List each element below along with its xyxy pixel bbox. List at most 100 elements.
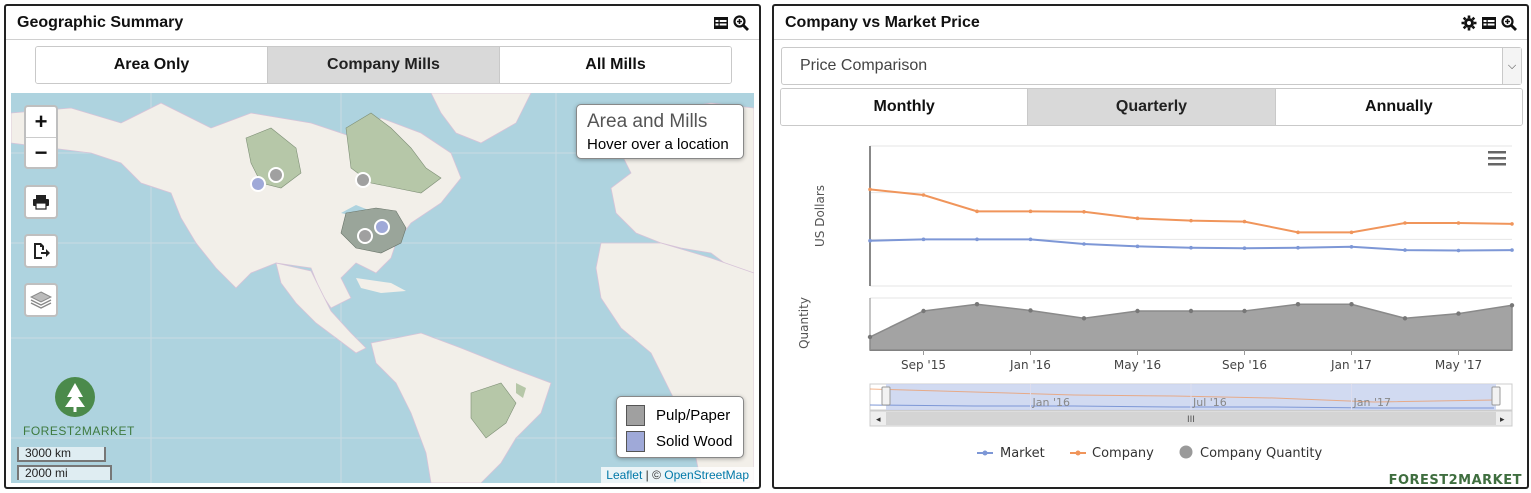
tab-monthly[interactable]: Monthly bbox=[781, 89, 1029, 125]
scroll-grip-icon: III bbox=[1187, 415, 1195, 425]
company-point bbox=[1349, 230, 1354, 235]
south-america bbox=[370, 332, 552, 483]
quantity-point bbox=[1081, 316, 1087, 321]
company-point bbox=[1028, 209, 1033, 214]
quantity-point bbox=[974, 302, 980, 307]
company-point bbox=[1189, 218, 1193, 223]
company-line bbox=[869, 188, 1513, 234]
navigator-handle-left[interactable] bbox=[881, 386, 891, 406]
navigator-label: Jul '16 bbox=[1192, 396, 1227, 409]
map-legend: Pulp/Paper Solid Wood bbox=[616, 396, 744, 458]
header-icons bbox=[713, 14, 749, 31]
legend-label-company: Company bbox=[1092, 446, 1154, 461]
tab-area-only[interactable]: Area Only bbox=[36, 47, 268, 83]
map-view[interactable]: + − Area and Mills Hover over a location bbox=[11, 93, 754, 483]
period-tab-group: Monthly Quarterly Annually bbox=[780, 88, 1523, 126]
company-point bbox=[1510, 222, 1514, 226]
gridlines bbox=[870, 145, 1512, 299]
print-button[interactable] bbox=[26, 187, 56, 217]
market-point bbox=[1296, 245, 1300, 250]
chart-type-select[interactable]: Price Comparison ⌵ bbox=[781, 47, 1522, 85]
geographic-summary-panel: Geographic Summary Area Only Company Mil… bbox=[4, 4, 761, 489]
export-control bbox=[24, 234, 58, 268]
x-tick-label: May '17 bbox=[1435, 358, 1482, 372]
quantity-point bbox=[1028, 308, 1033, 313]
market-point bbox=[1242, 246, 1247, 250]
company-point bbox=[921, 193, 926, 197]
gear-icon[interactable] bbox=[1461, 15, 1477, 31]
panel-title: Company vs Market Price bbox=[785, 13, 980, 31]
market-point bbox=[921, 237, 926, 242]
market-point bbox=[1189, 245, 1193, 250]
legend-item: Solid Wood bbox=[626, 428, 734, 454]
company-point bbox=[1403, 221, 1407, 225]
company-point bbox=[1242, 219, 1247, 224]
info-subtitle: Hover over a location bbox=[587, 136, 729, 153]
zoom-in-button[interactable]: + bbox=[34, 109, 48, 134]
range-navigator[interactable]: Jan '16 Jul '16 Jan '17 ◂ ▸ III bbox=[869, 383, 1513, 427]
mill-marker-solid-wood[interactable] bbox=[374, 219, 390, 235]
zoom-out-button[interactable]: − bbox=[26, 137, 56, 167]
layers-control bbox=[24, 283, 58, 317]
layers-icon bbox=[30, 291, 52, 309]
legend-label-company-quantity: Company Quantity bbox=[1200, 446, 1322, 461]
mill-marker-pulp[interactable] bbox=[357, 228, 373, 244]
scrollbar-thumb[interactable] bbox=[886, 412, 1496, 425]
export-icon bbox=[34, 243, 50, 259]
market-point bbox=[1028, 237, 1033, 242]
table-icon[interactable] bbox=[713, 15, 729, 31]
zoom-icon[interactable] bbox=[1501, 14, 1517, 31]
zoom-icon[interactable] bbox=[733, 14, 749, 31]
legend-swatch-pulp bbox=[626, 404, 645, 426]
area-info-box: Area and Mills Hover over a location bbox=[576, 104, 744, 159]
zoom-control: + − bbox=[24, 105, 58, 169]
scroll-left-icon[interactable]: ◂ bbox=[876, 415, 881, 425]
x-tick-label: May '16 bbox=[1114, 358, 1161, 372]
legend-item-market[interactable]: Market bbox=[977, 446, 1045, 461]
tab-all-mills[interactable]: All Mills bbox=[500, 47, 731, 83]
legend-swatch-solid-wood bbox=[626, 430, 645, 452]
print-control bbox=[24, 185, 58, 219]
leaflet-link[interactable]: Leaflet bbox=[606, 468, 643, 482]
select-value: Price Comparison bbox=[800, 57, 928, 74]
legend-label: Solid Wood bbox=[656, 432, 733, 450]
quantity-point bbox=[1509, 303, 1515, 308]
tab-quarterly[interactable]: Quarterly bbox=[1028, 89, 1276, 125]
company-point bbox=[1135, 216, 1140, 221]
market-point bbox=[1082, 242, 1086, 246]
navigator-handle-right[interactable] bbox=[1491, 386, 1501, 406]
x-tick-label: Sep '15 bbox=[901, 358, 946, 372]
layers-button[interactable] bbox=[26, 285, 56, 315]
company-point bbox=[1296, 230, 1300, 235]
table-icon[interactable] bbox=[1481, 15, 1497, 31]
chart-legend: Market Company Company Quantity bbox=[977, 445, 1323, 462]
geo-tab-group: Area Only Company Mills All Mills bbox=[35, 46, 732, 84]
price-lines-layer bbox=[868, 187, 1514, 253]
navigator-company-line bbox=[869, 388, 1495, 403]
brand-watermark: FOREST2MARKET bbox=[1389, 473, 1522, 487]
legend-label: Pulp/Paper bbox=[656, 406, 731, 424]
legend-item-company-quantity[interactable]: Company Quantity bbox=[1179, 445, 1323, 462]
brand-text: FOREST2MARKET bbox=[23, 424, 135, 438]
scale-metric: 3000 km bbox=[17, 447, 106, 462]
x-tick-label: Jan '16 bbox=[1009, 358, 1051, 372]
tab-company-mills[interactable]: Company Mills bbox=[268, 47, 500, 83]
y-axis-label-quantity: Quantity bbox=[797, 297, 811, 349]
north-america bbox=[11, 102, 462, 309]
market-point bbox=[1456, 248, 1461, 253]
panel-header: Company vs Market Price bbox=[774, 6, 1527, 40]
export-button[interactable] bbox=[26, 236, 56, 266]
scroll-right-icon[interactable]: ▸ bbox=[1500, 415, 1505, 425]
chart-menu-icon[interactable] bbox=[1488, 151, 1506, 166]
price-chart: US Dollars Quantity Sep '15 Jan '16 May '1… bbox=[797, 145, 1522, 487]
map-tiles bbox=[11, 93, 754, 483]
mill-marker-pulp[interactable] bbox=[268, 167, 284, 183]
print-icon bbox=[33, 195, 49, 210]
legend-item-company[interactable]: Company bbox=[1070, 446, 1154, 461]
market-point bbox=[1510, 248, 1514, 252]
mill-marker-pulp[interactable] bbox=[355, 172, 371, 188]
mill-marker-solid-wood[interactable] bbox=[250, 176, 266, 192]
tab-annually[interactable]: Annually bbox=[1275, 89, 1522, 125]
market-point bbox=[1135, 244, 1140, 249]
osm-link[interactable]: OpenStreetMap bbox=[664, 468, 749, 482]
